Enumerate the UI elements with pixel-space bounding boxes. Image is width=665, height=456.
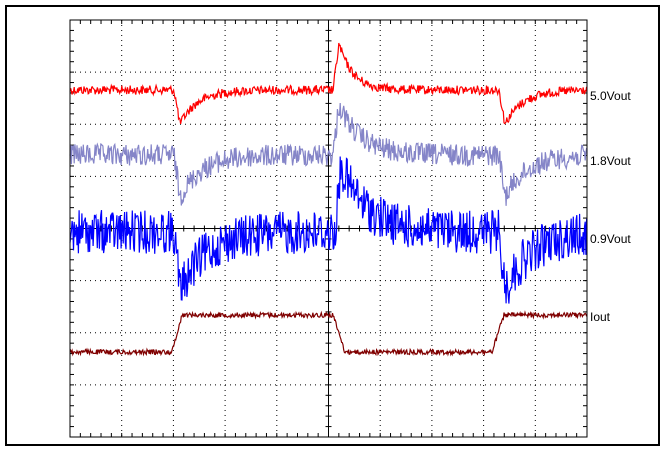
trace-label: Iout (590, 310, 611, 324)
trace (69, 156, 588, 304)
trace (69, 310, 588, 357)
trace-label: 5.0Vout (590, 89, 631, 103)
trace-label: 1.8Vout (590, 154, 631, 168)
trace (69, 42, 588, 125)
plot-frame (69, 19, 588, 438)
traces (69, 42, 588, 357)
trace-labels: 5.0Vout 1.8Vout 0.9Vout Iout (590, 89, 631, 324)
trace-label: 0.9Vout (590, 232, 631, 246)
trace (69, 102, 588, 206)
